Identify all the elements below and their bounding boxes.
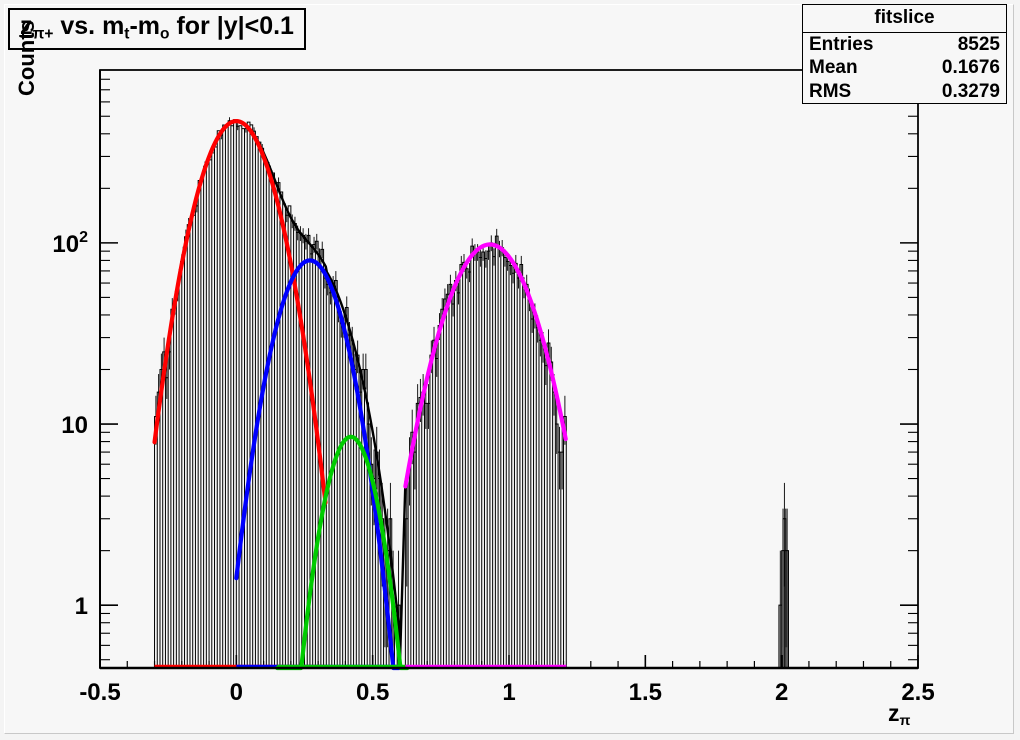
- title-lead: z: [20, 12, 33, 40]
- x-axis-title-lead: z: [888, 700, 900, 726]
- stats-row: Entries 8525: [803, 33, 1006, 56]
- y-axis-title: Counts: [14, 20, 39, 96]
- x-axis-title: zπ: [888, 700, 910, 729]
- fit-component-gauss1-red: [152, 119, 328, 505]
- title-sub-pi-plus: π+: [32, 25, 54, 43]
- x-tick-label: 0: [230, 679, 243, 706]
- x-tick-label: 0.5: [356, 679, 389, 706]
- x-tick-label: 2: [775, 679, 788, 706]
- x-tick-label: 2.5: [901, 679, 934, 706]
- plot-title-box: zπ+ vs. mt-mo for |y|<0.1: [8, 8, 306, 50]
- stats-row: RMS 0.3279: [803, 80, 1006, 103]
- title-mid2: -m: [129, 12, 161, 40]
- title-tail: for |y|<0.1: [169, 12, 294, 40]
- x-tick-label: 1: [502, 679, 515, 706]
- title-mid: vs. m: [53, 12, 125, 40]
- stats-key-entries: Entries: [809, 34, 874, 55]
- x-tick-label: -0.5: [79, 679, 120, 706]
- histogram-bins: [154, 119, 789, 668]
- stats-key-mean: Mean: [809, 57, 858, 79]
- x-tick-label: 1.5: [629, 679, 662, 706]
- y-tick-label: 102: [52, 229, 88, 258]
- x-axis-title-sub: π: [899, 712, 911, 729]
- stats-value-entries: 8525: [957, 34, 1000, 55]
- fit-component-gauss4-magenta: [403, 242, 568, 489]
- stats-row: Mean 0.1676: [803, 56, 1006, 79]
- y-tick-label: 10: [61, 412, 88, 439]
- title-sub-o: o: [160, 25, 170, 43]
- stats-key-rms: RMS: [809, 80, 852, 102]
- y-tick-label: 1: [75, 593, 88, 620]
- plot-title: zπ+ vs. mt-mo for |y|<0.1: [20, 13, 294, 43]
- stats-title: fitslice: [803, 5, 1006, 33]
- stats-value-mean: 0.1676: [941, 57, 1000, 79]
- stats-box: fitslice Entries 8525 Mean 0.1676 RMS 0.…: [802, 4, 1007, 104]
- stats-value-rms: 0.3279: [941, 80, 1000, 102]
- title-sub-t: t: [124, 25, 130, 43]
